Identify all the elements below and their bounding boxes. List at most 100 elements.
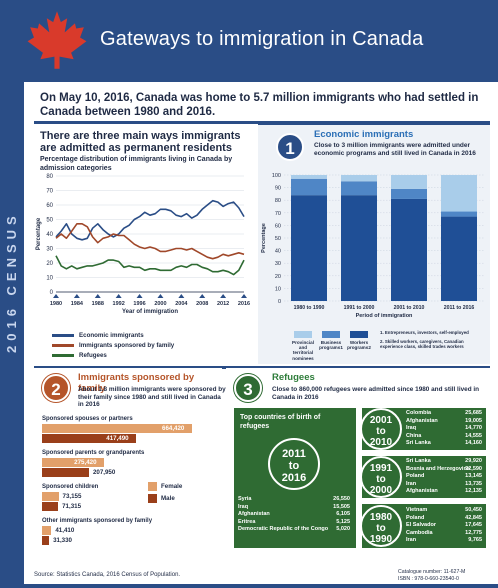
legend-swatch [52, 344, 74, 347]
y-axis-label: Percentage [36, 217, 42, 250]
bar-segment [391, 175, 427, 189]
male-label: Male [161, 495, 175, 502]
economic-title: Economic immigrants [314, 129, 414, 140]
female-value: 275,420 [74, 459, 97, 466]
bar-segment [341, 175, 377, 182]
country-value: 6,105 [336, 511, 350, 517]
bar-segment [341, 181, 377, 196]
series-line [55, 255, 245, 276]
female-value: 41,410 [55, 527, 75, 534]
x-tick-marker [115, 294, 122, 298]
country-name: Afghanistan [406, 488, 438, 495]
male-value: 31,330 [53, 537, 72, 544]
country-value: 9,765 [468, 537, 482, 544]
y-axis-label: Percentage [261, 223, 267, 253]
bar-legend-entry: Business programs1 [318, 331, 344, 350]
legend-label: Refugees [79, 352, 107, 359]
country-value: 12,135 [465, 488, 482, 495]
y-tick-label: 20 [275, 274, 281, 280]
x-tick-label: 2011 to 2016 [444, 305, 475, 311]
country-value: 26,550 [333, 496, 350, 502]
x-tick-marker [178, 294, 185, 298]
country-value: 14,770 [465, 425, 482, 432]
x-tick-label: 1992 [113, 301, 125, 307]
male-bar [42, 502, 59, 511]
male-swatch [148, 494, 157, 503]
country-value: 14,555 [465, 432, 482, 439]
footnote: 2. Skilled workers, caregivers, Canadian… [380, 339, 464, 349]
y-tick-label: 10 [46, 276, 53, 282]
sponsored-family-panel: 2 Immigrants sponsored by family About 1… [34, 368, 226, 578]
country-name: Iran [406, 537, 417, 544]
bar-segment [291, 178, 327, 196]
economic-desc: Close to 3 million immigrants were admit… [314, 142, 476, 157]
stacked-bar-chart: 0 10 20 30 40 50 60 70 80 90 100 Percentage 1980 to … [261, 173, 484, 319]
x-tick-label: 2012 [217, 301, 229, 307]
country-value: 15,505 [333, 503, 350, 510]
bar-legend-label: Workers programs2 [347, 340, 371, 351]
female-bar [42, 492, 59, 501]
legend-label: Economic immigrants [79, 332, 144, 339]
period-circle-2001-2010: 2001 to 2010 [360, 408, 402, 450]
male-value: 71,315 [62, 503, 82, 510]
country-value: 13,145 [465, 473, 482, 480]
gender-legend: Female Male [148, 482, 182, 503]
divider [34, 366, 490, 369]
country-value: 42,845 [465, 514, 482, 521]
legend-entry: Refugees [52, 352, 107, 359]
country-value: 5,125 [336, 518, 350, 525]
bar-segment [441, 211, 477, 217]
sponsored-title: Immigrants sponsored by family [78, 372, 195, 394]
bar-segment [441, 216, 477, 301]
y-tick-label: 0 [278, 299, 281, 305]
country-value: 50,450 [465, 507, 482, 513]
x-axis-label: Year of immigration [122, 309, 178, 315]
y-tick-label: 50 [275, 236, 281, 242]
refugees-panel: 3 Refugees Close to 860,000 refugees wer… [226, 368, 490, 568]
period-circle-1980-1990: 1980 to 1990 [360, 505, 402, 547]
x-tick-label: 2004 [175, 301, 188, 307]
x-tick-marker [136, 294, 143, 298]
bar-legend-swatch [294, 331, 312, 338]
x-tick-label: 2000 [154, 301, 166, 307]
x-tick-marker [157, 294, 164, 298]
x-tick-label: 1996 [133, 301, 145, 307]
bar-segment [441, 175, 477, 212]
section-number-1: 1 [276, 133, 304, 161]
x-tick-label: 2008 [196, 301, 208, 307]
country-name: Colombia [406, 410, 432, 416]
series-line [55, 223, 245, 260]
line-chart: 0 10 20 30 40 50 60 70 80 Percentage 1980 1984 1988 1… [36, 174, 250, 315]
x-tick-marker [53, 294, 59, 298]
bar-legend-entry: Provincial and territorial nominees [290, 331, 316, 361]
female-value: 664,420 [162, 425, 185, 432]
period-circle-1991-2000: 1991 to 2000 [360, 456, 402, 498]
legend-entry: Immigrants sponsored by family [52, 342, 174, 349]
y-tick-label: 60 [46, 203, 53, 209]
country-name: Bosnia and Herzegovina [406, 465, 470, 472]
x-axis-label: Period of immigration [356, 313, 413, 319]
x-tick-label: 1980 [50, 301, 62, 307]
country-value: 14,160 [465, 440, 482, 447]
country-value: 25,685 [465, 410, 482, 416]
country-name: Democratic Republic of the Congo [238, 526, 329, 532]
period-circle-2011-2016: 2011 to 2016 [268, 438, 320, 490]
intro-text: On May 10, 2016, Canada was home to 5.7 … [40, 92, 479, 118]
legend-entry: Economic immigrants [52, 332, 144, 339]
female-label: Female [161, 483, 183, 490]
country-value: 12,775 [465, 529, 482, 536]
x-tick-marker [220, 294, 227, 298]
y-tick-label: 40 [46, 232, 53, 238]
x-tick-marker [199, 294, 206, 298]
male-value: 207,950 [92, 469, 116, 476]
country-name: Iran [406, 480, 417, 487]
y-tick-label: 80 [46, 174, 53, 180]
female-swatch [148, 482, 157, 491]
y-tick-label: 100 [272, 173, 281, 179]
country-name: Poland [406, 473, 425, 480]
x-tick-marker [241, 294, 247, 298]
y-tick-label: 40 [275, 249, 281, 255]
bar-legend-label: Provincial and territorial nominees [292, 340, 314, 361]
section-number-3: 3 [234, 374, 262, 402]
legend-label: Immigrants sponsored by family [79, 342, 175, 349]
